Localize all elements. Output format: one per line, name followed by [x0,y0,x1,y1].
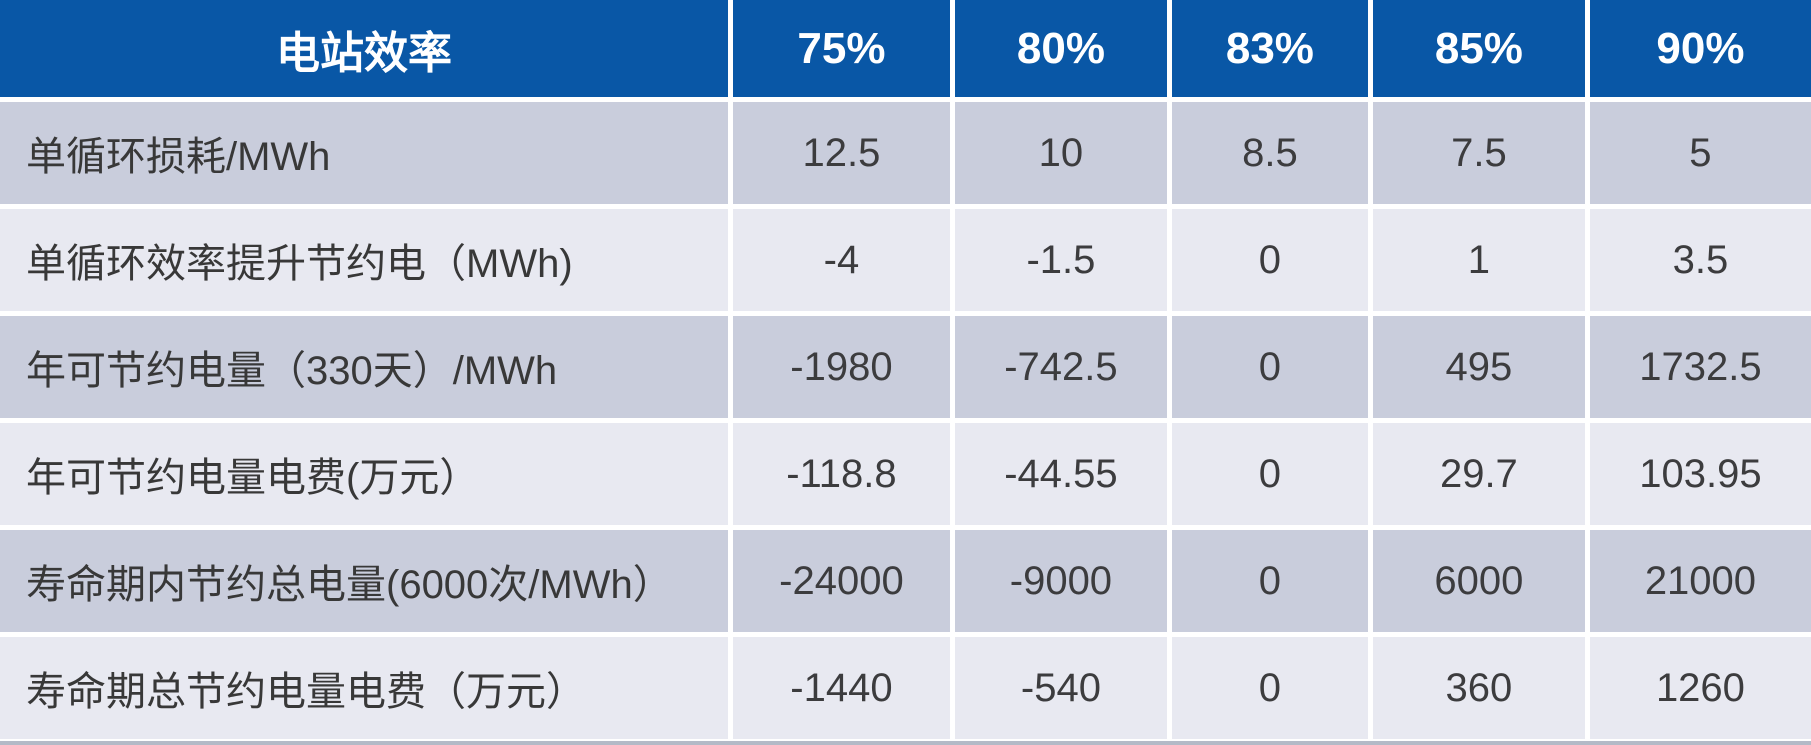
cell-value: 360 [1372,632,1590,739]
column-header-85: 85% [1372,0,1590,97]
cell-value: 6000 [1372,525,1590,632]
row-label: 寿命期总节约电量电费（万元） [0,632,733,739]
row-label: 年可节约电量（330天）/MWh [0,311,733,418]
cell-value: 8.5 [1171,97,1373,204]
cell-value: -24000 [732,525,955,632]
cell-value: 5 [1589,97,1811,204]
cell-value: 1260 [1589,632,1811,739]
column-header-80: 80% [954,0,1172,97]
row-label: 单循环损耗/MWh [0,97,733,204]
cell-value: 0 [1171,632,1373,739]
table-row: 年可节约电量（330天）/MWh -1980 -742.5 0 495 1732… [0,311,1811,418]
table-row: 寿命期内节约总电量(6000次/MWh） -24000 -9000 0 6000… [0,525,1811,632]
header-row: 电站效率 75% 80% 83% 85% 90% [0,0,1811,97]
cell-value: 7.5 [1372,97,1590,204]
cell-value: -540 [954,632,1172,739]
table-row: 单循环效率提升节约电（MWh) -4 -1.5 0 1 3.5 [0,204,1811,311]
row-label: 单循环效率提升节约电（MWh) [0,204,733,311]
cell-value: 1 [1372,204,1590,311]
cell-value: -118.8 [732,418,955,525]
column-header-83: 83% [1171,0,1373,97]
column-header-90: 90% [1589,0,1811,97]
cell-value: 0 [1171,418,1373,525]
row-label: 寿命期内节约总电量(6000次/MWh） [0,525,733,632]
cell-value: -9000 [954,525,1172,632]
cell-value: 21000 [1589,525,1811,632]
cell-value: 1732.5 [1589,311,1811,418]
cell-value: 3.5 [1589,204,1811,311]
cell-value: 103.95 [1589,418,1811,525]
cell-value: 495 [1372,311,1590,418]
header-label: 电站效率 [0,0,733,97]
cell-value: -4 [732,204,955,311]
cell-value: 29.7 [1372,418,1590,525]
table-row: 年可节约电量电费(万元） -118.8 -44.55 0 29.7 103.95 [0,418,1811,525]
cell-value: -44.55 [954,418,1172,525]
row-label: 年可节约电量电费(万元） [0,418,733,525]
cell-value: -1980 [732,311,955,418]
cell-value: -1440 [732,632,955,739]
cell-value: 0 [1171,311,1373,418]
table-bottom-edge [0,739,1811,745]
cell-value: 0 [1171,525,1373,632]
column-header-75: 75% [732,0,955,97]
table-row: 单循环损耗/MWh 12.5 10 8.5 7.5 5 [0,97,1811,204]
cell-value: 10 [954,97,1172,204]
cell-value: 12.5 [732,97,955,204]
cell-value: -742.5 [954,311,1172,418]
cell-value: 0 [1171,204,1373,311]
cell-value: -1.5 [954,204,1172,311]
table-row: 寿命期总节约电量电费（万元） -1440 -540 0 360 1260 [0,632,1811,739]
